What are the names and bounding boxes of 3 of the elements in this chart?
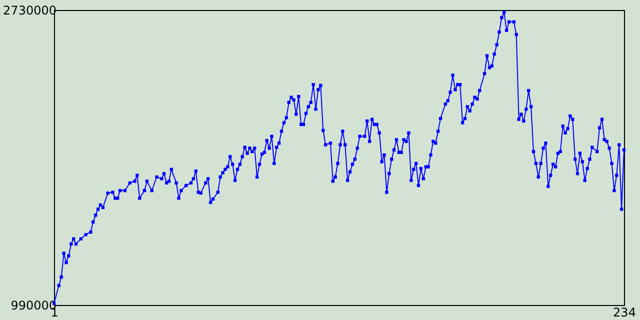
y-tick-label: 990000	[10, 298, 56, 312]
x-tick-label: 234	[613, 306, 636, 320]
y-tick-label: 2730000	[3, 4, 56, 18]
